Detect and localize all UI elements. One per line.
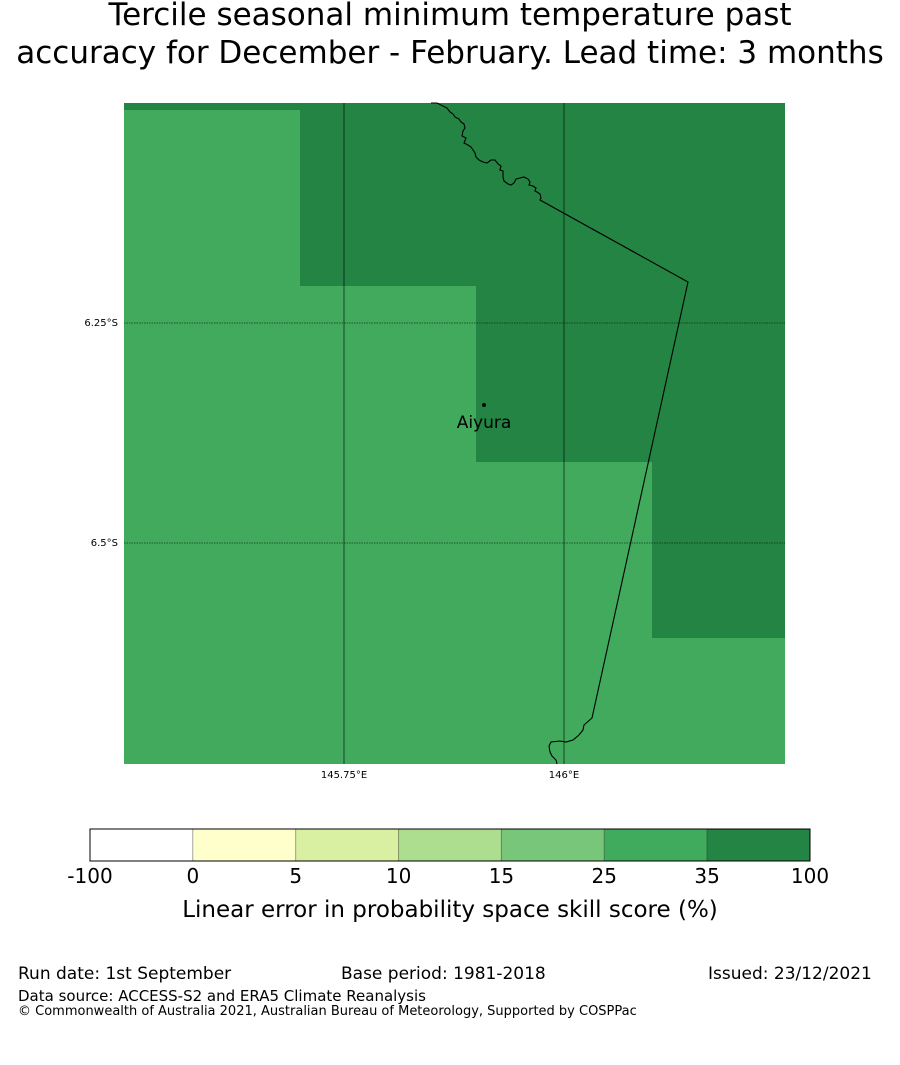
colorbar-tick-label: 100 — [791, 864, 829, 888]
colorbar-swatch — [192, 828, 297, 862]
lat-label-6-25: 6.25°S — [84, 318, 118, 329]
issued-date: Issued: 23/12/2021 — [708, 964, 872, 984]
colorbar-swatch — [295, 828, 400, 862]
colorbar-swatch — [398, 828, 502, 862]
aiyura-label: Aiyura — [457, 413, 512, 433]
lon-label-146: 146°E — [549, 770, 579, 781]
aiyura-marker — [482, 403, 486, 407]
colorbar-swatches — [89, 828, 811, 862]
map-cell-east-block — [652, 103, 785, 638]
colorbar-tick-labels: -100 0 5 10 15 25 35 100 — [67, 864, 829, 888]
data-source: Data source: ACCESS-S2 and ERA5 Climate … — [18, 987, 426, 1005]
map-title-line-2: accuracy for December - February. Lead t… — [16, 35, 884, 71]
map-title-line-1: Tercile seasonal minimum temperature pas… — [108, 0, 792, 33]
colorbar-swatch — [603, 828, 708, 862]
copyright: © Commonwealth of Australia 2021, Austra… — [18, 1004, 637, 1019]
colorbar-tick-label: 5 — [289, 864, 302, 888]
lon-label-145-75: 145.75°E — [321, 770, 367, 781]
base-period: Base period: 1981-2018 — [341, 964, 546, 984]
colorbar-swatch — [706, 828, 811, 862]
run-date: Run date: 1st September — [18, 964, 232, 984]
colorbar-swatch — [500, 828, 605, 862]
colorbar-swatch — [89, 828, 194, 862]
colorbar: -100 0 5 10 15 25 35 100 Linear error in probab… — [67, 828, 829, 923]
colorbar-tick-label: -100 — [67, 864, 112, 888]
colorbar-tick-label: 35 — [694, 864, 719, 888]
skill-map: Aiyura 6.25°S 6.5°S 145.75°E 146°E — [84, 102, 785, 781]
colorbar-tick-label: 10 — [386, 864, 411, 888]
colorbar-tick-label: 25 — [592, 864, 617, 888]
colorbar-tick-label: 0 — [186, 864, 199, 888]
colorbar-label: Linear error in probability space skill … — [182, 897, 718, 923]
colorbar-outline — [89, 828, 811, 862]
colorbar-tick-label: 15 — [489, 864, 514, 888]
lat-label-6-5: 6.5°S — [91, 538, 118, 549]
coastline-border — [431, 102, 689, 765]
